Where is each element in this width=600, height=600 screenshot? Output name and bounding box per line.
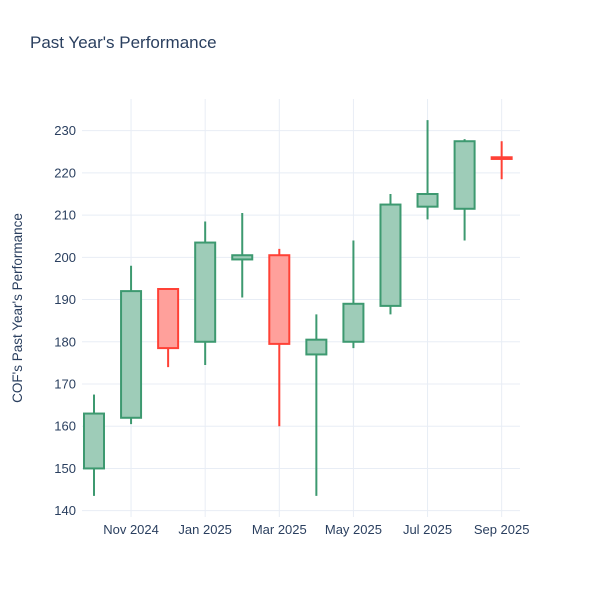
candle-body [416,193,439,208]
candle-body [305,338,328,356]
candle-body [342,302,365,343]
candle-body [490,156,513,160]
y-tick-label-230: 230 [54,123,76,138]
gridlines [82,99,520,517]
candle-body [268,254,291,345]
tick-labels: 140 150 160 170 180 190 200 210 220 230 Nov 2024 Ja… [54,123,529,537]
candlestick-aug-2025[interactable] [453,139,476,241]
candle-body [194,241,217,343]
x-tick-label-sep-2025: Sep 2025 [474,522,530,537]
y-tick-label-220: 220 [54,165,76,180]
candlestick-may-2025[interactable] [342,240,365,349]
candlestick-feb-2025[interactable] [231,213,254,298]
candle-body [231,254,254,261]
y-tick-label-170: 170 [54,377,76,392]
candle-body [379,203,402,307]
candlestick-sep-2025[interactable] [490,141,513,180]
candlestick-oct-2024[interactable] [83,394,105,496]
candle-body [120,290,143,419]
x-tick-label-jan-2025: Jan 2025 [178,522,232,537]
candlestick-jun-2025[interactable] [379,194,402,315]
chart-title: Past Year's Performance [30,33,217,52]
candle-body [453,140,476,210]
y-tick-label-200: 200 [54,250,76,265]
y-tick-label-140: 140 [54,503,76,518]
y-tick-label-150: 150 [54,461,76,476]
y-tick-label-190: 190 [54,292,76,307]
candles-group [83,120,513,496]
y-axis-title: COF's Past Year's Performance [10,213,25,403]
candle-body [157,288,180,350]
candlestick-mar-2025[interactable] [268,248,291,427]
y-tick-label-210: 210 [54,208,76,223]
y-tick-label-160: 160 [54,419,76,434]
candlestick-jan-2025[interactable] [194,221,217,365]
candlestick-nov-2024[interactable] [120,265,143,425]
x-tick-label-jul-2025: Jul 2025 [403,522,452,537]
y-tick-label-180: 180 [54,334,76,349]
candle-body [83,412,105,470]
x-tick-label-may-2025: May 2025 [325,522,382,537]
x-tick-label-mar-2025: Mar 2025 [252,522,307,537]
candlestick-apr-2025[interactable] [305,314,328,496]
candlestick-dec-2024[interactable] [157,288,180,368]
candlestick-jul-2025[interactable] [416,120,439,220]
x-tick-label-nov-2024: Nov 2024 [103,522,159,537]
